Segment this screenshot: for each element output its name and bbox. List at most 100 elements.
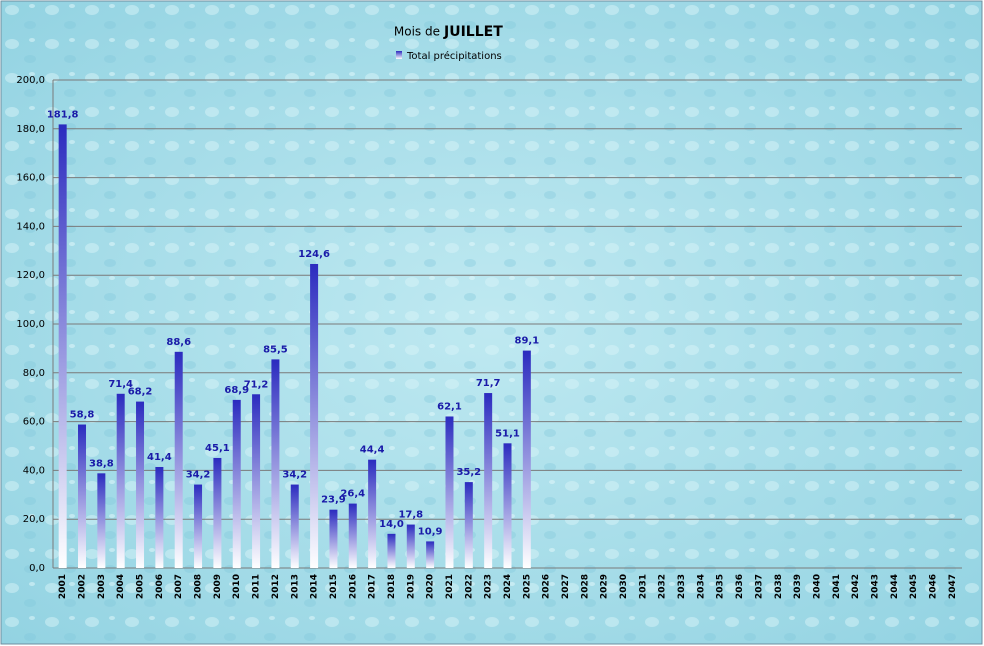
x-tick-label: 2047 — [948, 574, 958, 599]
x-tick-label: 2018 — [387, 574, 397, 599]
data-label: 68,2 — [128, 387, 153, 398]
bar — [368, 459, 377, 568]
bar — [348, 503, 357, 568]
bar — [194, 484, 203, 568]
x-tick-label: 2011 — [252, 574, 262, 599]
x-tick-label: 2009 — [213, 574, 223, 599]
x-tick-label: 2003 — [97, 574, 107, 599]
x-tick-label: 2029 — [600, 574, 610, 599]
y-tick-label: 60,0 — [23, 417, 45, 428]
y-tick-label: 20,0 — [23, 514, 45, 525]
x-tick-label: 2002 — [78, 574, 88, 599]
x-tick-label: 2035 — [716, 574, 726, 599]
x-tick-label: 2019 — [406, 574, 416, 599]
data-label: 181,8 — [47, 109, 79, 120]
data-label: 51,1 — [495, 428, 520, 439]
y-tick-label: 140,0 — [16, 221, 45, 232]
x-tick-label: 2015 — [329, 574, 339, 599]
data-label: 68,9 — [224, 385, 249, 396]
x-tick-label: 2028 — [580, 574, 590, 599]
bar — [464, 482, 473, 568]
x-tick-label: 2042 — [851, 574, 861, 599]
chart-title-prefix: Mois de — [394, 25, 440, 39]
bar — [310, 263, 319, 568]
y-tick-label: 100,0 — [16, 319, 45, 330]
data-label: 89,1 — [514, 336, 539, 347]
bar — [406, 524, 415, 568]
x-tick-label: 2001 — [58, 574, 68, 599]
bar — [426, 541, 435, 568]
bar — [155, 466, 164, 568]
x-tick-label: 2032 — [658, 574, 668, 599]
bar — [484, 393, 493, 568]
data-label: 71,4 — [108, 379, 133, 390]
data-label: 17,8 — [398, 510, 423, 521]
bar — [78, 424, 87, 568]
bar — [522, 350, 531, 568]
bar — [271, 359, 280, 568]
data-label: 26,4 — [340, 489, 365, 500]
x-tick-label: 2044 — [890, 574, 900, 599]
x-tick-label: 2033 — [677, 574, 687, 599]
x-tick-label: 2045 — [909, 574, 919, 599]
data-label: 34,2 — [282, 470, 307, 481]
data-label: 124,6 — [298, 249, 330, 260]
data-label: 85,5 — [263, 344, 288, 355]
x-tick-label: 2006 — [155, 574, 165, 599]
bar — [213, 457, 222, 568]
data-label: 71,7 — [476, 378, 501, 389]
data-label: 14,0 — [379, 519, 404, 530]
x-tick-label: 2046 — [928, 574, 938, 599]
y-tick-label: 0,0 — [29, 563, 45, 574]
x-tick-label: 2016 — [348, 574, 358, 599]
data-label: 34,2 — [186, 470, 211, 481]
bar — [503, 443, 512, 568]
bar — [116, 393, 125, 568]
bar — [97, 473, 106, 568]
x-tick-label: 2026 — [542, 574, 552, 599]
bar — [387, 533, 396, 568]
x-tick-label: 2041 — [832, 574, 842, 599]
x-tick-label: 2024 — [503, 574, 513, 599]
x-tick-label: 2039 — [793, 574, 803, 599]
legend-label: Total précipitations — [406, 50, 502, 62]
x-tick-label: 2008 — [194, 574, 204, 599]
data-label: 44,4 — [360, 445, 385, 456]
y-tick-label: 160,0 — [16, 173, 45, 184]
x-tick-label: 2010 — [232, 574, 242, 599]
bar — [174, 351, 183, 568]
x-tick-label: 2036 — [735, 574, 745, 599]
x-tick-label: 2030 — [619, 574, 629, 599]
data-label: 45,1 — [205, 443, 230, 454]
x-tick-label: 2004 — [116, 574, 126, 599]
data-label: 10,9 — [418, 526, 443, 537]
x-tick-label: 2023 — [484, 574, 494, 599]
bar — [58, 124, 67, 569]
x-tick-label: 2017 — [368, 574, 378, 599]
x-tick-label: 2025 — [522, 574, 532, 599]
data-label: 38,8 — [89, 458, 114, 469]
y-tick-label: 40,0 — [23, 465, 45, 476]
x-tick-label: 2020 — [426, 574, 436, 599]
data-label: 23,9 — [321, 495, 346, 506]
data-label: 41,4 — [147, 452, 172, 463]
data-label: 35,2 — [456, 467, 481, 478]
bar — [290, 484, 299, 568]
y-tick-label: 200,0 — [16, 75, 45, 86]
bar — [252, 394, 261, 568]
x-tick-label: 2034 — [696, 574, 706, 599]
x-tick-label: 2037 — [754, 574, 764, 599]
data-label: 88,6 — [166, 337, 191, 348]
data-label: 62,1 — [437, 401, 462, 412]
x-tick-label: 2043 — [870, 574, 880, 599]
x-tick-label: 2014 — [310, 574, 320, 599]
x-tick-label: 2031 — [638, 574, 648, 599]
x-tick-label: 2022 — [464, 574, 474, 599]
bar — [329, 509, 338, 568]
x-tick-label: 2040 — [812, 574, 822, 599]
y-tick-label: 120,0 — [16, 270, 45, 281]
data-label: 71,2 — [244, 379, 269, 390]
bar — [136, 401, 145, 568]
x-tick-label: 2007 — [174, 574, 184, 599]
